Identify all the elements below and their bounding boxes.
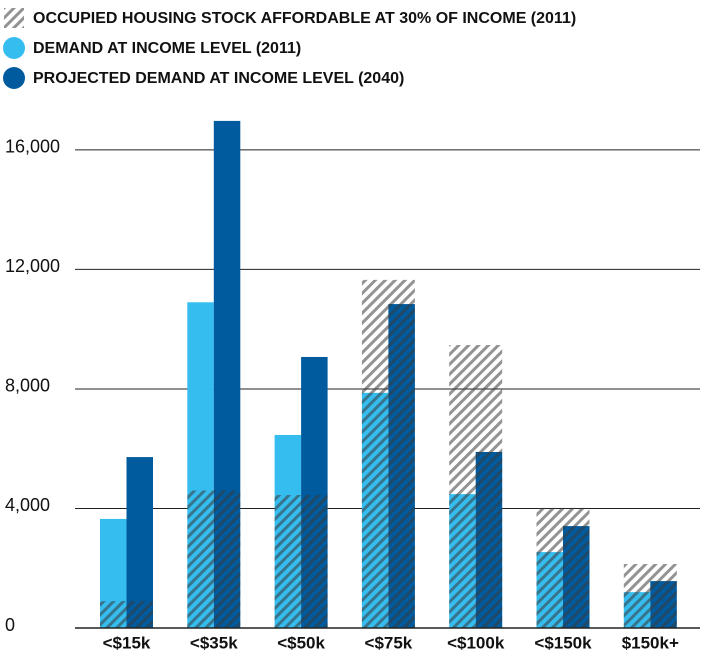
x-tick-label: $150k+ [622, 633, 679, 652]
x-tick-label: <$150k [534, 633, 592, 652]
hatched-bar [274, 495, 328, 628]
hatched-bar [623, 564, 677, 628]
y-tick-label: 16,000 [5, 137, 60, 157]
x-tick-label: <$15k [103, 633, 151, 652]
bar [126, 457, 153, 628]
hatched-bar [187, 490, 241, 628]
hatched-bar [100, 601, 153, 628]
legend-label: DEMAND AT INCOME LEVEL (2011) [33, 40, 301, 57]
hatched-bar [361, 279, 415, 628]
legend-label: PROJECTED DEMAND AT INCOME LEVEL (2040) [33, 70, 404, 87]
y-tick-label: 8,000 [5, 376, 50, 396]
y-tick-label: 0 [5, 615, 15, 635]
x-tick-label: <$50k [277, 633, 325, 652]
legend-swatch [3, 67, 25, 89]
hatched-bar [536, 507, 590, 628]
x-tick-label: <$35k [190, 633, 238, 652]
hatched-bar [449, 345, 503, 628]
legend-label: OCCUPIED HOUSING STOCK AFFORDABLE AT 30%… [33, 10, 576, 27]
legend-swatch [3, 37, 25, 59]
y-tick-label: 4,000 [5, 495, 50, 515]
x-tick-label: <$75k [365, 633, 413, 652]
y-tick-label: 12,000 [5, 256, 60, 276]
legend-swatch [4, 8, 24, 28]
x-tick-label: <$100k [447, 633, 505, 652]
